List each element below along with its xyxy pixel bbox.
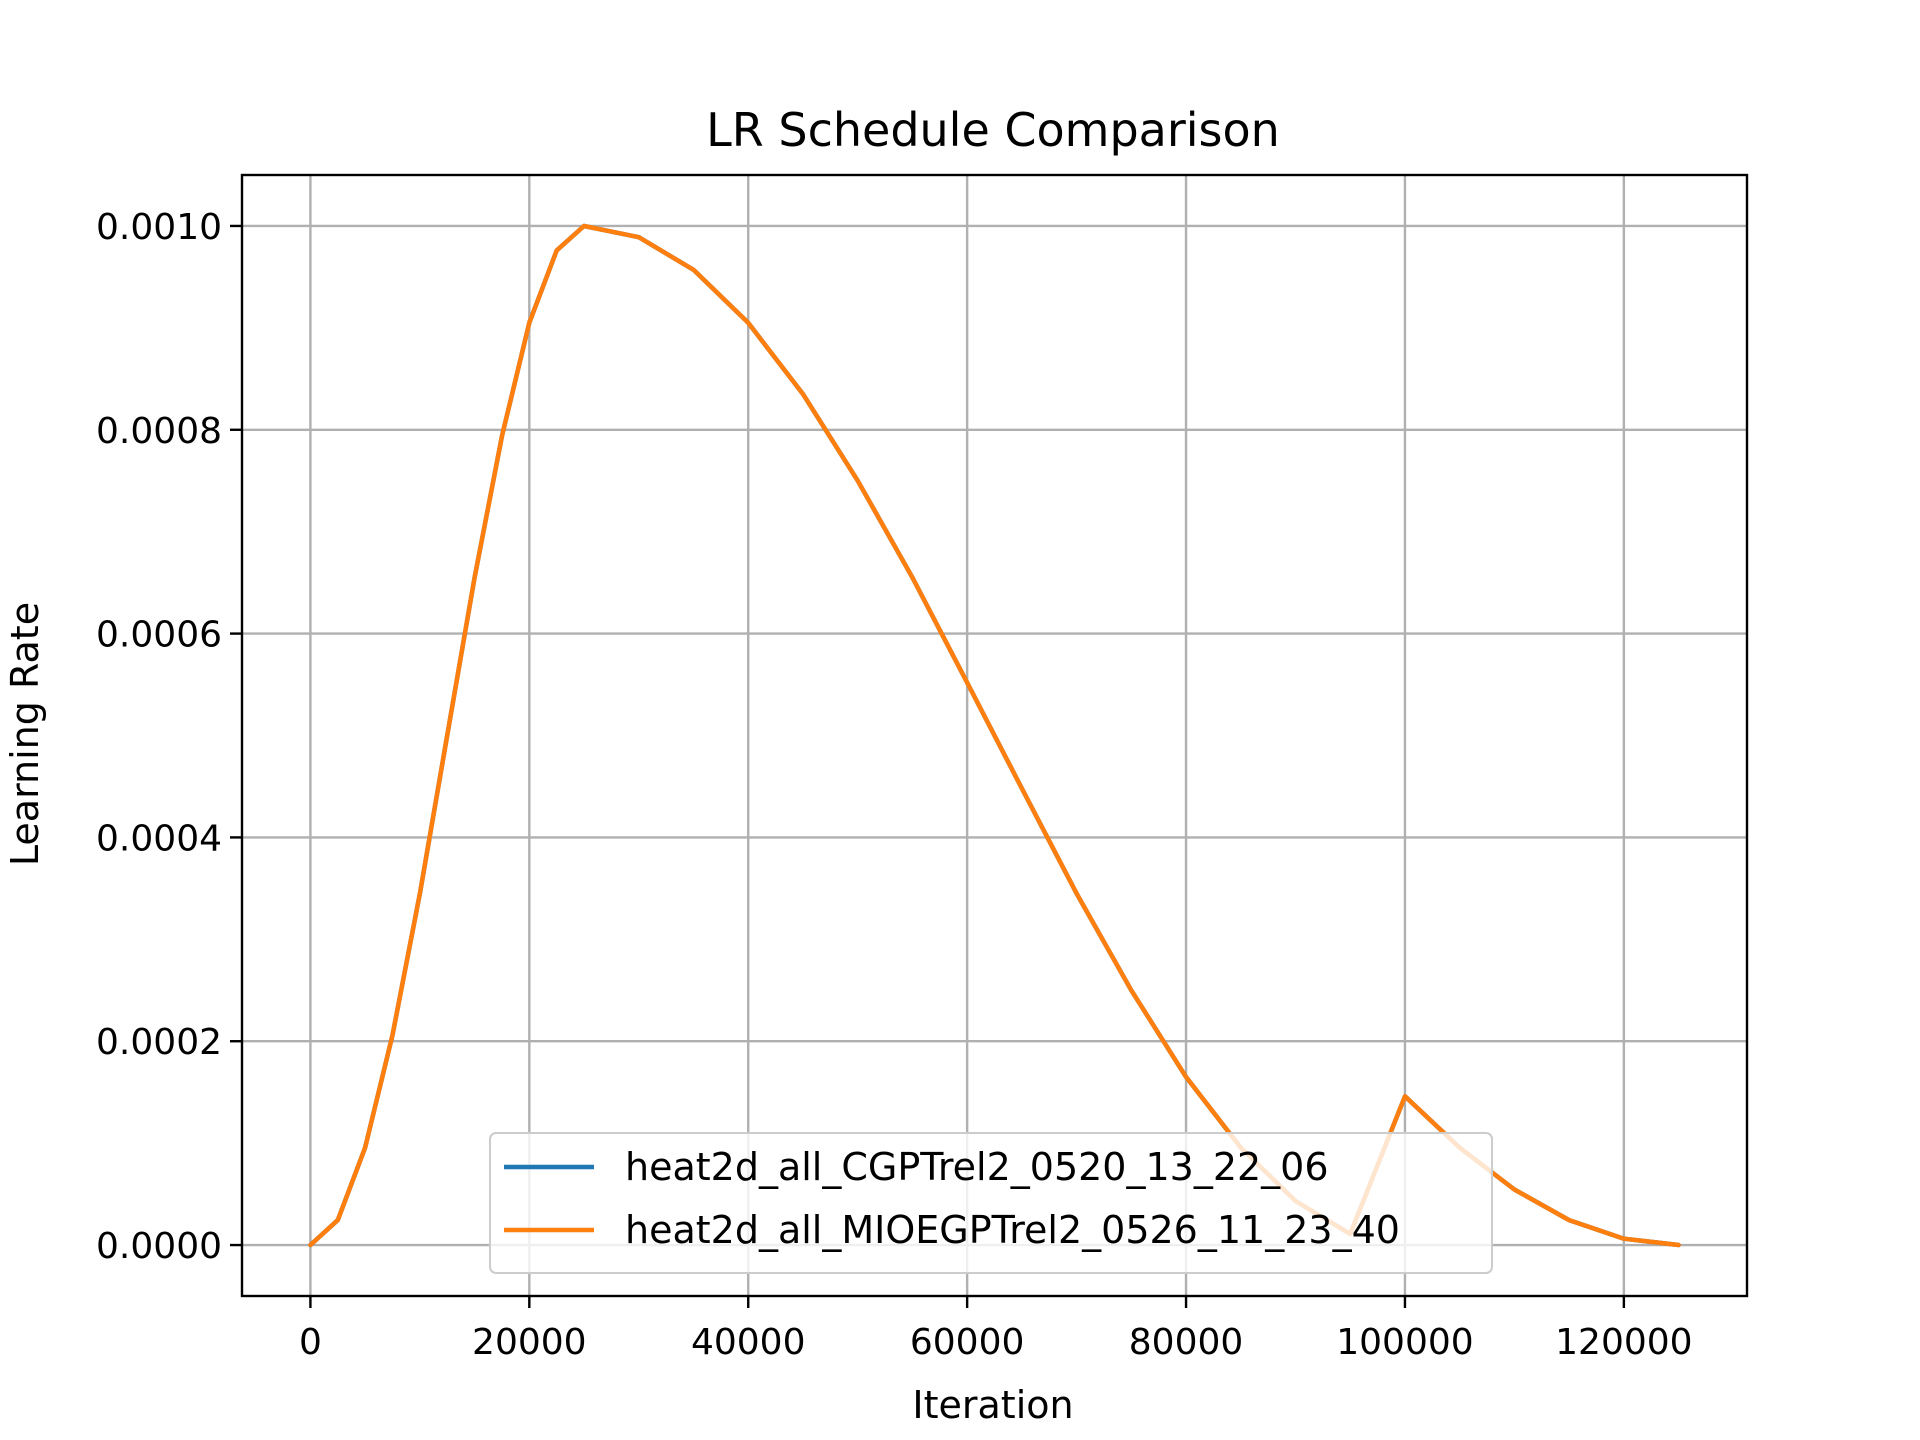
series-line-2 bbox=[308, 223, 1681, 1248]
x-tick-label: 60000 bbox=[910, 1322, 1025, 1363]
x-tick-label: 20000 bbox=[472, 1322, 587, 1363]
legend: heat2d_all_CGPTrel2_0520_13_22_06 heat2d_… bbox=[489, 1132, 1493, 1274]
y-tick-label: 0.0002 bbox=[96, 1022, 222, 1063]
x-tick-label: 100000 bbox=[1336, 1322, 1473, 1363]
y-tick-label: 0.0008 bbox=[96, 411, 222, 452]
y-tick-label: 0.0004 bbox=[96, 818, 222, 859]
y-axis-ticks: 0.0000 0.0002 0.0004 0.0006 0.0008 0.0010 bbox=[96, 207, 242, 1267]
x-tick-label: 40000 bbox=[691, 1322, 806, 1363]
legend-box bbox=[489, 1132, 1493, 1274]
plot-frame bbox=[240, 173, 1749, 1298]
legend-label: heat2d_all_CGPTrel2_0520_13_22_06 bbox=[625, 1145, 1329, 1189]
x-tick-label: 0 bbox=[299, 1322, 322, 1363]
chart-title: LR Schedule Comparison bbox=[706, 103, 1280, 157]
y-tick-label: 0.0006 bbox=[96, 615, 222, 656]
series-lines bbox=[308, 223, 1681, 1248]
x-tick-label: 80000 bbox=[1129, 1322, 1244, 1363]
y-tick-label: 0.0000 bbox=[96, 1226, 222, 1267]
x-axis-label: Iteration bbox=[912, 1383, 1073, 1427]
y-axis-label: Learning Rate bbox=[3, 602, 47, 866]
y-tick-label: 0.0010 bbox=[96, 207, 222, 248]
x-tick-label: 120000 bbox=[1555, 1322, 1692, 1363]
legend-label: heat2d_all_MIOEGPTrel2_0526_11_23_40 bbox=[625, 1208, 1400, 1252]
x-axis-ticks: 0 20000 40000 60000 80000 100000 120000 bbox=[299, 1296, 1693, 1363]
